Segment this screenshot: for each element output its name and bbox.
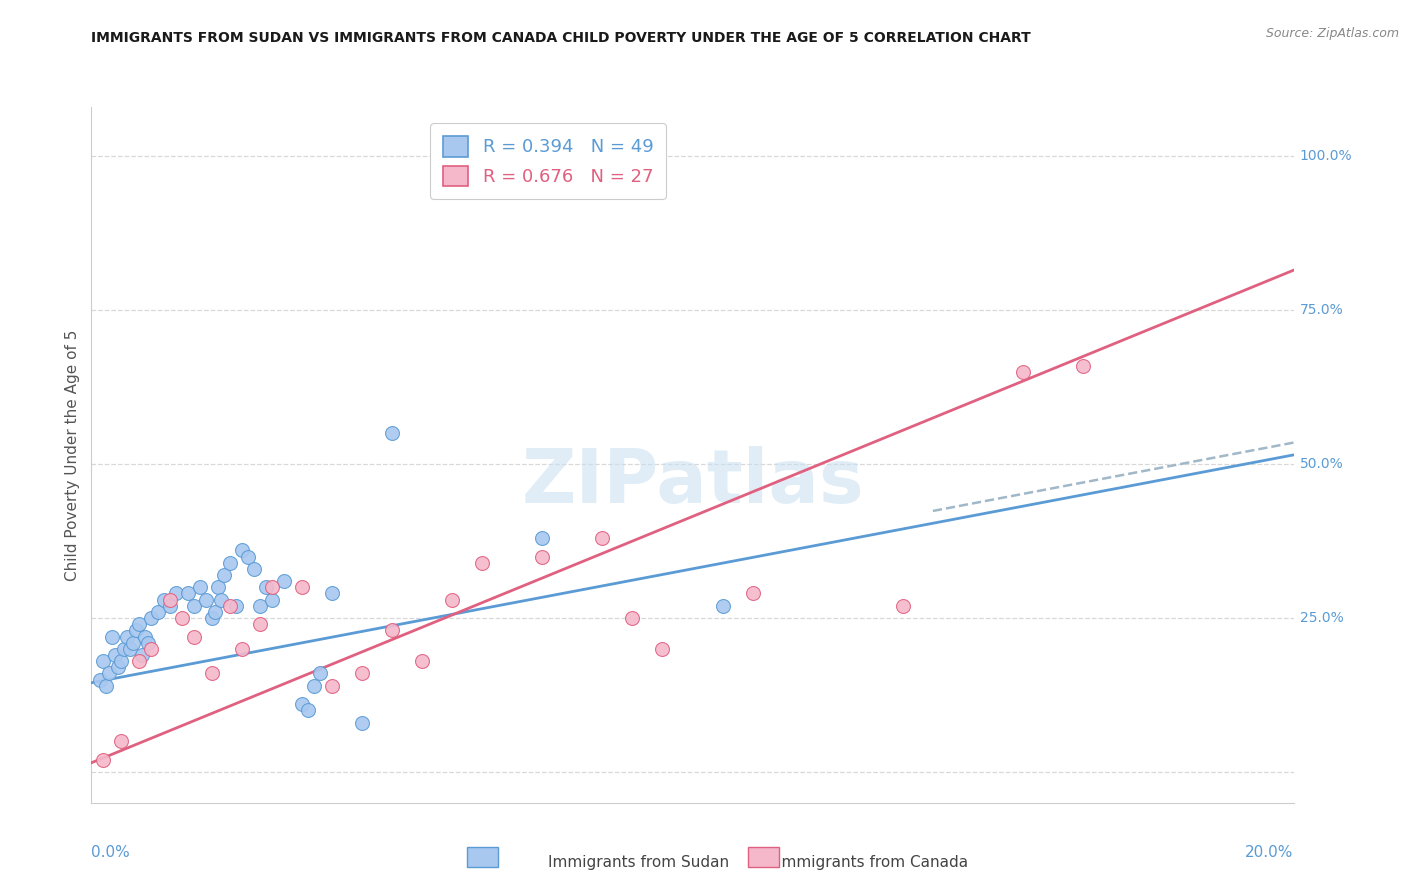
Text: 0.0%: 0.0% — [91, 845, 131, 860]
Point — [260, 580, 283, 594]
Text: ZIPatlas: ZIPatlas — [522, 446, 863, 519]
Point — [591, 531, 613, 545]
Point — [891, 599, 914, 613]
Point — [381, 624, 404, 638]
Point — [165, 586, 187, 600]
Point — [291, 580, 314, 594]
Point — [441, 592, 464, 607]
Point — [1071, 359, 1094, 373]
Point — [621, 611, 644, 625]
Point — [110, 654, 132, 668]
Point — [225, 599, 247, 613]
Text: IMMIGRANTS FROM SUDAN VS IMMIGRANTS FROM CANADA CHILD POVERTY UNDER THE AGE OF 5: IMMIGRANTS FROM SUDAN VS IMMIGRANTS FROM… — [91, 31, 1031, 45]
Point — [201, 666, 224, 681]
Point — [110, 734, 132, 748]
Point — [308, 666, 330, 681]
Point — [254, 580, 277, 594]
Point — [152, 592, 174, 607]
Text: 25.0%: 25.0% — [1299, 611, 1343, 625]
Point — [107, 660, 129, 674]
Point — [188, 580, 211, 594]
Point — [128, 654, 150, 668]
Point — [321, 679, 343, 693]
Point — [114, 641, 136, 656]
Point — [183, 630, 205, 644]
Point — [98, 666, 121, 681]
Point — [242, 562, 264, 576]
Point — [711, 599, 734, 613]
Point — [207, 580, 229, 594]
Point — [104, 648, 127, 662]
Text: 100.0%: 100.0% — [1299, 149, 1353, 163]
Point — [194, 592, 217, 607]
Point — [120, 641, 142, 656]
Text: 75.0%: 75.0% — [1299, 303, 1343, 318]
Point — [231, 641, 253, 656]
Point — [350, 715, 373, 730]
Point — [381, 426, 404, 441]
Point — [531, 531, 554, 545]
Point — [170, 611, 193, 625]
Text: 50.0%: 50.0% — [1299, 458, 1343, 471]
Point — [218, 599, 240, 613]
Point — [411, 654, 433, 668]
Point — [146, 605, 169, 619]
Point — [1012, 365, 1035, 379]
Point — [302, 679, 325, 693]
Point — [209, 592, 232, 607]
Legend: R = 0.394   N = 49, R = 0.676   N = 27: R = 0.394 N = 49, R = 0.676 N = 27 — [430, 123, 666, 199]
Point — [236, 549, 259, 564]
Point — [531, 549, 554, 564]
Point — [122, 636, 145, 650]
Point — [117, 630, 139, 644]
Point — [741, 586, 763, 600]
Point — [141, 611, 163, 625]
Point — [96, 679, 118, 693]
Point — [93, 753, 115, 767]
Point — [159, 592, 181, 607]
Text: Immigrants from Sudan: Immigrants from Sudan — [548, 855, 730, 870]
Point — [176, 586, 198, 600]
Point — [138, 636, 160, 650]
Point — [134, 630, 156, 644]
Text: Source: ZipAtlas.com: Source: ZipAtlas.com — [1265, 27, 1399, 40]
Point — [125, 624, 148, 638]
Point — [231, 543, 253, 558]
Point — [89, 673, 111, 687]
Point — [159, 599, 181, 613]
Point — [350, 666, 373, 681]
Point — [249, 617, 271, 632]
Point — [291, 698, 314, 712]
Point — [141, 641, 163, 656]
Point — [101, 630, 124, 644]
Point — [471, 556, 494, 570]
Point — [128, 617, 150, 632]
Point — [204, 605, 226, 619]
Y-axis label: Child Poverty Under the Age of 5: Child Poverty Under the Age of 5 — [65, 329, 80, 581]
Text: 20.0%: 20.0% — [1246, 845, 1294, 860]
Point — [93, 654, 115, 668]
Point — [131, 648, 153, 662]
Point — [651, 641, 673, 656]
Point — [260, 592, 283, 607]
Point — [273, 574, 295, 589]
Point — [183, 599, 205, 613]
Point — [201, 611, 224, 625]
Point — [297, 703, 319, 717]
Point — [212, 568, 235, 582]
Text: Immigrants from Canada: Immigrants from Canada — [776, 855, 967, 870]
Point — [218, 556, 240, 570]
Point — [249, 599, 271, 613]
Point — [321, 586, 343, 600]
